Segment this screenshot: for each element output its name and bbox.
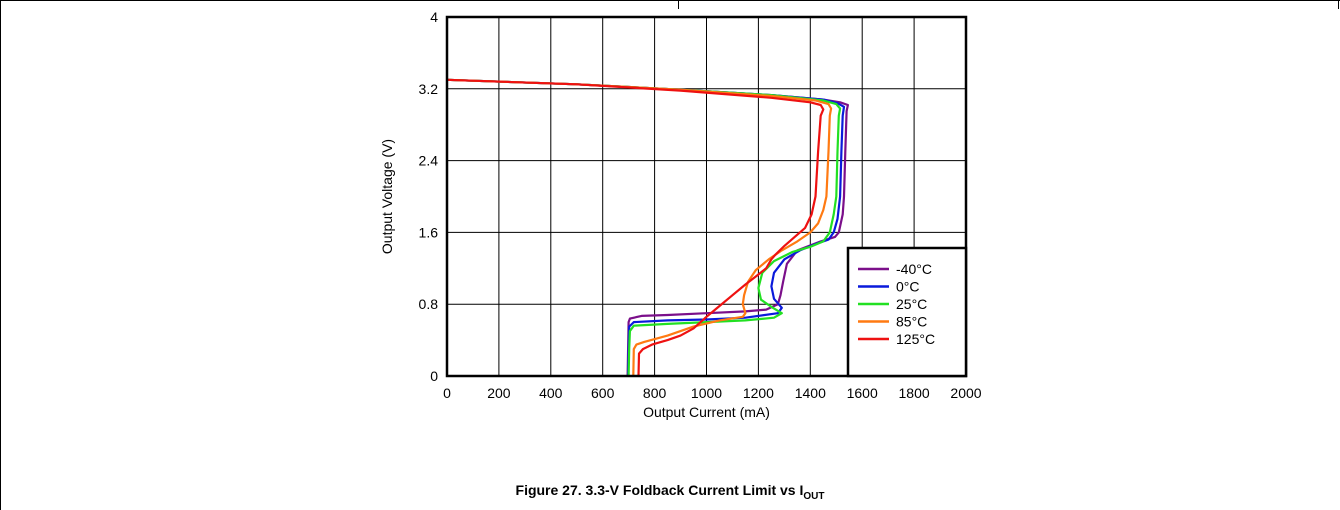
x-tick-label: 1600: [847, 385, 878, 401]
series-line-0: [446, 78, 849, 377]
x-tick-label: 1000: [691, 385, 722, 401]
page-frame-left: [0, 0, 1, 510]
y-tick-label: 4: [430, 9, 438, 25]
x-tick-label: 2000: [950, 385, 981, 401]
legend-label-0: -40°C: [896, 261, 932, 277]
legend-label-2: 25°C: [896, 296, 927, 312]
figure-caption-main: Figure 27. 3.3-V Foldback Current Limit …: [515, 482, 804, 498]
x-tick-label: 600: [591, 385, 615, 401]
plot-frame: [445, 15, 968, 378]
y-tick-label: 0: [430, 368, 438, 384]
x-tick-label: 1800: [899, 385, 930, 401]
y-tick-label: 3.2: [419, 81, 439, 97]
series-line-3: [446, 78, 833, 377]
page-frame-divider: [678, 0, 679, 9]
y-axis-label: Output Voltage (V): [379, 139, 395, 254]
x-tick-label: 1400: [795, 385, 826, 401]
legend-label-3: 85°C: [896, 314, 927, 330]
figure-caption-subscript: OUT: [803, 490, 825, 502]
figure-caption: Figure 27. 3.3-V Foldback Current Limit …: [0, 482, 1340, 502]
legend-label-4: 125°C: [896, 331, 935, 347]
page-frame-top: [0, 0, 1340, 10]
x-tick-label: 800: [643, 385, 667, 401]
series-line-4: [446, 78, 825, 377]
y-tick-label: 0.8: [419, 296, 439, 312]
series-line-2: [446, 78, 842, 377]
x-tick-label: 200: [487, 385, 511, 401]
x-tick-label: 0: [443, 385, 451, 401]
page-frame-right: [1338, 0, 1339, 9]
x-tick-label: 1200: [743, 385, 774, 401]
y-tick-label: 2.4: [419, 153, 439, 169]
foldback-chart: 0 200 400 600 800 1000 1200 1400 1600 1800 2000 0 0.…: [379, 9, 982, 420]
series-line-1: [446, 78, 846, 377]
x-axis-label: Output Current (mA): [643, 404, 770, 420]
legend-label-1: 0°C: [896, 279, 920, 295]
y-tick-label: 1.6: [419, 224, 439, 240]
x-tick-label: 400: [539, 385, 563, 401]
